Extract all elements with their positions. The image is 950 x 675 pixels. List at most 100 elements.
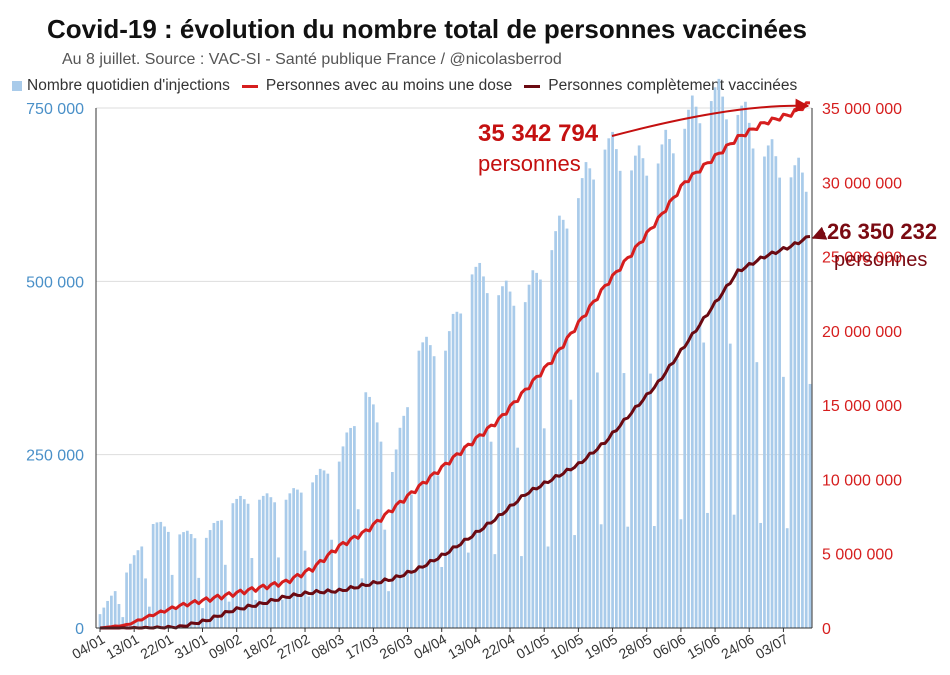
legend-swatch-complete bbox=[524, 84, 541, 88]
right-tick-label-0: 0 bbox=[822, 621, 831, 638]
bar-day-98 bbox=[470, 274, 474, 628]
bar-day-120 bbox=[554, 231, 557, 628]
bar-day-148 bbox=[660, 144, 664, 628]
bar-day-158 bbox=[698, 123, 702, 628]
bar-day-84 bbox=[417, 350, 421, 628]
bar-day-92 bbox=[447, 331, 451, 628]
bar-day-113 bbox=[527, 284, 531, 628]
bar-day-154 bbox=[683, 128, 687, 629]
bar-day-140 bbox=[630, 170, 633, 628]
bar-day-93 bbox=[451, 313, 455, 628]
bar-day-99 bbox=[474, 266, 478, 628]
left-tick-label-1: 250 000 bbox=[26, 448, 84, 465]
bar-day-145 bbox=[649, 373, 652, 628]
bar-day-71 bbox=[368, 396, 371, 628]
bar-day-74 bbox=[379, 441, 383, 628]
bar-day-46 bbox=[273, 502, 277, 628]
bar-day-104 bbox=[493, 554, 497, 628]
bar-day-88 bbox=[432, 356, 436, 628]
bar-day-11 bbox=[140, 546, 144, 628]
bar-day-70 bbox=[364, 392, 368, 628]
left-tick-label-2: 500 000 bbox=[26, 274, 84, 291]
bar-day-103 bbox=[489, 441, 493, 628]
bar-day-3 bbox=[110, 595, 113, 628]
bar-day-55 bbox=[307, 596, 311, 628]
annotations: 35 342 794 personnes 26 350 232 personne… bbox=[478, 98, 937, 271]
bar-day-157 bbox=[694, 106, 698, 628]
bar-day-42 bbox=[258, 499, 261, 628]
line-complete bbox=[100, 235, 811, 630]
bar-day-168 bbox=[736, 114, 740, 629]
bar-day-68 bbox=[356, 509, 360, 628]
bar-day-144 bbox=[645, 175, 649, 629]
bar-day-175 bbox=[763, 156, 766, 628]
bar-day-141 bbox=[633, 155, 637, 628]
bar-day-116 bbox=[539, 279, 542, 628]
bar-day-162 bbox=[713, 87, 717, 629]
bar-day-127 bbox=[580, 178, 584, 628]
bar-day-49 bbox=[284, 499, 288, 628]
x-tick-label-5: 18/02 bbox=[240, 631, 279, 662]
bar-day-79 bbox=[398, 427, 402, 628]
bar-day-131 bbox=[596, 372, 599, 628]
bar-day-21 bbox=[178, 534, 182, 628]
annotation-complete-arrow bbox=[811, 226, 828, 240]
bar-day-163 bbox=[717, 78, 721, 628]
bar-day-155 bbox=[687, 109, 690, 629]
bar-day-91 bbox=[444, 350, 447, 628]
bar-day-13 bbox=[148, 606, 151, 628]
bar-day-153 bbox=[679, 519, 683, 628]
bar-day-9 bbox=[132, 555, 136, 628]
bar-day-53 bbox=[299, 492, 303, 628]
bar-day-28 bbox=[204, 537, 208, 628]
bar-day-48 bbox=[280, 599, 284, 628]
bar-day-122 bbox=[561, 219, 565, 628]
annotation-one-dose-arrow bbox=[611, 98, 810, 137]
bar-day-174 bbox=[759, 522, 762, 628]
line-one-dose bbox=[99, 101, 811, 630]
bar-day-161 bbox=[709, 101, 713, 628]
bar-day-111 bbox=[520, 556, 523, 628]
x-tick-label-12: 22/04 bbox=[479, 631, 518, 662]
bar-day-15 bbox=[155, 522, 159, 628]
bar-day-186 bbox=[804, 191, 808, 628]
bar-day-159 bbox=[702, 342, 706, 628]
x-tick-label-19: 24/06 bbox=[718, 631, 757, 662]
x-tick-label-18: 15/06 bbox=[684, 631, 723, 662]
bar-day-126 bbox=[577, 198, 580, 628]
bar-day-45 bbox=[269, 497, 273, 628]
x-tick-label-2: 22/01 bbox=[137, 631, 176, 662]
bar-day-96 bbox=[463, 445, 466, 628]
bar-day-135 bbox=[611, 131, 614, 629]
bar-day-52 bbox=[296, 489, 299, 628]
bar-day-85 bbox=[421, 342, 425, 628]
bar-day-58 bbox=[318, 468, 322, 628]
bar-day-128 bbox=[584, 162, 588, 628]
bar-day-76 bbox=[387, 591, 390, 628]
bar-day-156 bbox=[690, 95, 694, 628]
bar-day-129 bbox=[588, 168, 592, 628]
bar-day-22 bbox=[182, 532, 185, 628]
bar-day-119 bbox=[550, 250, 554, 628]
axes bbox=[95, 108, 813, 629]
bar-day-137 bbox=[618, 170, 622, 628]
bar-day-37 bbox=[239, 495, 242, 628]
bar-day-72 bbox=[372, 404, 375, 628]
bar-day-6 bbox=[121, 617, 125, 628]
bar-day-143 bbox=[641, 158, 645, 628]
bar-day-7 bbox=[125, 572, 128, 628]
bar-day-64 bbox=[341, 446, 345, 628]
bar-day-60 bbox=[326, 473, 330, 628]
bar-day-160 bbox=[706, 512, 709, 628]
left-axis-ticks: 0 250 000 500 000 750 000 bbox=[26, 101, 84, 638]
x-tick-label-1: 13/01 bbox=[103, 631, 142, 662]
bar-day-134 bbox=[607, 138, 611, 628]
chart-title: Covid-19 : évolution du nombre total de … bbox=[47, 14, 807, 44]
bar-day-146 bbox=[652, 526, 656, 628]
bar-day-183 bbox=[793, 165, 797, 629]
bar-day-41 bbox=[254, 599, 258, 628]
bar-day-109 bbox=[512, 305, 516, 628]
x-axis-ticks: 04/0113/0122/0131/0109/0218/0227/0208/03… bbox=[69, 628, 791, 662]
bar-day-121 bbox=[558, 215, 561, 628]
bar-day-82 bbox=[409, 494, 413, 628]
